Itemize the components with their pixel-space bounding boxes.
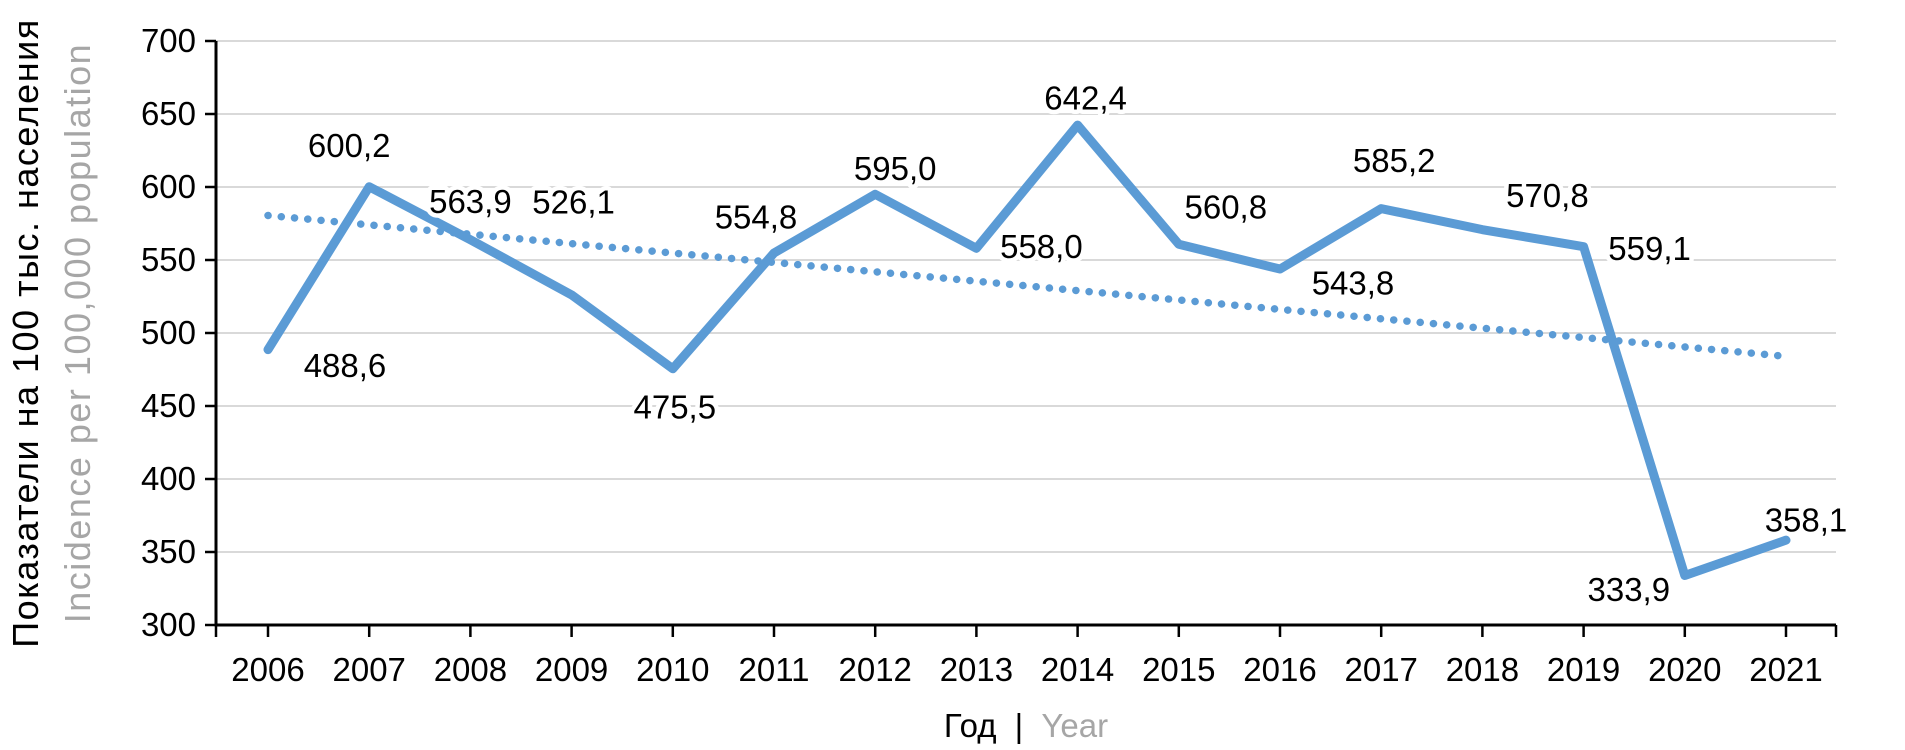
x-tick-labels: 2006 2007 2008 2009 2010 2011 2012 2013 2014 2015… [231, 651, 1822, 688]
y-axis-title-en: Incidence per 100,000 population [57, 43, 98, 623]
x-axis-title-separator: | [1015, 707, 1024, 744]
trend-line [264, 211, 1790, 361]
y-tick-label-650: 650 [141, 95, 196, 132]
x-tick-label-2009: 2009 [535, 651, 608, 688]
y-tick-label-600: 600 [141, 168, 196, 205]
data-label-2006: 488,6 [304, 347, 387, 384]
y-tick-labels: 300 350 400 450 500 550 600 650 700 [141, 22, 196, 643]
y-tick-label-450: 450 [141, 387, 196, 424]
y-tick-label-700: 700 [141, 22, 196, 59]
data-label-2013: 558,0 [1000, 228, 1083, 265]
y-tick-label-350: 350 [141, 533, 196, 570]
y-axis-title-ru: Показатели на 100 тыс. населения [5, 18, 46, 647]
y-tick-label-400: 400 [141, 460, 196, 497]
trend-line-dotted [264, 211, 1790, 361]
x-tick-label-2020: 2020 [1648, 651, 1721, 688]
x-tick-label-2017: 2017 [1344, 651, 1417, 688]
x-axis-title-en: Year [1041, 707, 1108, 744]
x-tick-label-2014: 2014 [1041, 651, 1114, 688]
data-label-2012: 595,0 [854, 150, 937, 187]
data-label-2014: 642,4 [1044, 80, 1127, 117]
incidence-series-line [263, 120, 1791, 581]
x-tick-label-2011: 2011 [739, 651, 810, 688]
axes [205, 39, 1838, 637]
x-tick-label-2015: 2015 [1142, 651, 1215, 688]
x-tick-label-2013: 2013 [940, 651, 1013, 688]
y-tick-label-300: 300 [141, 606, 196, 643]
x-tick-label-2018: 2018 [1446, 651, 1519, 688]
x-tick-label-2012: 2012 [838, 651, 911, 688]
data-label-2010: 475,5 [634, 388, 717, 425]
x-tick-label-2007: 2007 [332, 651, 405, 688]
y-tick-label-550: 550 [141, 241, 196, 278]
data-label-2011: 554,8 [715, 198, 798, 235]
y-tick-label-500: 500 [141, 314, 196, 351]
x-tick-label-2010: 2010 [636, 651, 709, 688]
data-label-2020: 333,9 [1588, 571, 1671, 608]
data-label-2015: 560,8 [1185, 189, 1268, 226]
data-label-2008: 563,9 [429, 183, 512, 220]
data-label-2009: 526,1 [532, 183, 615, 220]
x-tick-label-2008: 2008 [434, 651, 507, 688]
x-axis-title: Год | Year [944, 707, 1108, 744]
x-tick-label-2019: 2019 [1547, 651, 1620, 688]
x-tick-label-2006: 2006 [231, 651, 304, 688]
x-tick-label-2016: 2016 [1243, 651, 1316, 688]
data-label-2018: 570,8 [1506, 177, 1589, 214]
data-label-2021: 358,1 [1765, 502, 1848, 539]
data-label-2019: 559,1 [1608, 230, 1691, 267]
data-label-2017: 585,2 [1353, 142, 1436, 179]
x-axis-title-ru: Год [944, 707, 997, 744]
data-labels: 488,6 600,2 563,9 526,1 475,5 554,8 595,0 558,0… [299, 75, 1852, 612]
x-tick-label-2021: 2021 [1749, 651, 1822, 688]
gridlines [216, 40, 1836, 553]
incidence-polyline [263, 120, 1791, 581]
data-label-2016: 543,8 [1312, 265, 1395, 302]
data-label-2007: 600,2 [308, 127, 391, 164]
